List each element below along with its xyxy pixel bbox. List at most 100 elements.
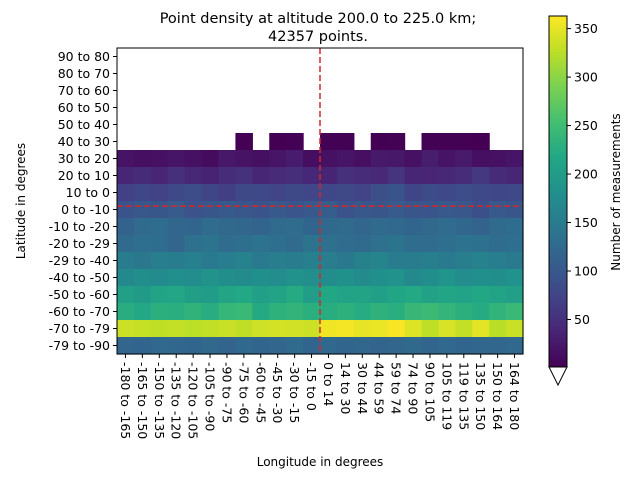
y-tick-label: -29 to -40 [49, 253, 110, 268]
heatmap-cell [303, 218, 321, 236]
heatmap-cell [472, 303, 490, 321]
heatmap-cell [421, 201, 440, 219]
heatmap-cell [421, 269, 440, 287]
heatmap-cell [387, 218, 406, 236]
heatmap-cell [455, 269, 473, 287]
heatmap-cell [370, 201, 389, 219]
heatmap-cell [387, 252, 406, 270]
heatmap-cell [133, 184, 152, 202]
heatmap-cell [472, 133, 490, 151]
heatmap-cell [489, 337, 507, 355]
heatmap-cell [269, 269, 287, 287]
heatmap-cell [150, 184, 169, 202]
heatmap-cell [167, 320, 186, 338]
heatmap-cell [353, 235, 372, 253]
y-tick-label: -40 to -50 [49, 270, 110, 285]
heatmap-cell [218, 252, 237, 270]
heatmap-cell [286, 133, 304, 151]
x-tick-label: -180 to -165 [118, 362, 133, 439]
heatmap-cell [506, 252, 524, 270]
x-tick-label: -45 to -30 [270, 362, 285, 423]
heatmap-cell [269, 286, 287, 304]
y-tick-label: 90 to 80 [58, 49, 110, 64]
heatmap-cell [336, 133, 355, 151]
x-tick-label: 135 to 150 [473, 362, 488, 430]
heatmap-cell [117, 184, 135, 202]
heatmap-cell [370, 337, 389, 355]
heatmap-cell [201, 252, 220, 270]
heatmap-cell [421, 320, 440, 338]
colorbar: 50 100 150 200 250 300 350 Number of measureme… [548, 15, 623, 387]
heatmap-cell [421, 337, 440, 355]
x-tick-label: -90 to -75 [219, 362, 234, 423]
heatmap-cell [201, 184, 220, 202]
heatmap-cell [336, 320, 355, 338]
colorbar-gradient [549, 16, 567, 367]
heatmap-cell [404, 201, 423, 219]
heatmap-cell [117, 252, 135, 270]
x-axis-label: Longitude in degrees [257, 455, 384, 469]
heatmap-cell [421, 235, 440, 253]
plot-frame [116, 47, 524, 355]
heatmap-cell [421, 218, 440, 236]
heatmap-cell [218, 235, 237, 253]
heatmap-cell [167, 252, 186, 270]
heatmap-cell [201, 235, 220, 253]
heatmap-cell [404, 269, 423, 287]
heatmap-cell [370, 235, 389, 253]
heatmap-cell [387, 167, 406, 185]
heatmap-cell [421, 150, 440, 168]
heatmap-cell [370, 150, 389, 168]
heatmap-cell [336, 252, 355, 270]
heatmap-cell [353, 167, 372, 185]
heatmap-cell [133, 269, 152, 287]
y-tick-label: 30 to 20 [58, 151, 110, 166]
y-tick-label: -79 to -90 [49, 338, 110, 353]
heatmap-cell [252, 252, 270, 270]
heatmap-cell [150, 150, 169, 168]
heatmap-cell [506, 320, 524, 338]
y-tick-label: 50 to 40 [58, 117, 110, 132]
heatmap-cell [404, 167, 423, 185]
heatmap-cell [286, 235, 304, 253]
heatmap-cell [421, 286, 440, 304]
colorbar-tick-label: 150 [574, 215, 598, 230]
heatmap-cell [421, 303, 440, 321]
heatmap-cell [489, 201, 507, 219]
heatmap-cell [303, 286, 321, 304]
heatmap-cell [336, 218, 355, 236]
heatmap-cell [438, 252, 456, 270]
heatmap-cell [455, 337, 473, 355]
heatmap-cell [150, 167, 169, 185]
heatmap-cell [404, 320, 423, 338]
heatmap-cell [387, 133, 406, 151]
heatmap-cell [387, 269, 406, 287]
heatmap-cell [421, 133, 440, 151]
heatmap-cell [117, 269, 135, 287]
heatmap-cell [506, 337, 524, 355]
heatmap-cell [353, 150, 372, 168]
x-tick-label: 74 to 90 [406, 362, 421, 414]
heatmap-cell [404, 235, 423, 253]
heatmap-cell [455, 303, 473, 321]
heatmap-cell [252, 167, 270, 185]
x-tick-label: 14 to 30 [338, 362, 353, 414]
heatmap-cell [133, 201, 152, 219]
x-tick-label: -30 to -15 [287, 362, 302, 423]
heatmap-cell [506, 150, 524, 168]
heatmap-cell [235, 133, 253, 151]
heatmap-cell [218, 337, 237, 355]
heatmap-cell [235, 252, 253, 270]
heatmap-cell [252, 337, 270, 355]
heatmap-cell [252, 201, 270, 219]
colorbar-frame [548, 15, 568, 368]
heatmap-cell [489, 235, 507, 253]
heatmap-cell [117, 150, 135, 168]
heatmap-cell [235, 184, 253, 202]
heatmap-cell [336, 150, 355, 168]
heatmap-cell [370, 303, 389, 321]
heatmap-cell [167, 286, 186, 304]
y-tick-label: -10 to -20 [49, 219, 110, 234]
heatmap-cell [489, 150, 507, 168]
heatmap-cell [320, 286, 338, 304]
